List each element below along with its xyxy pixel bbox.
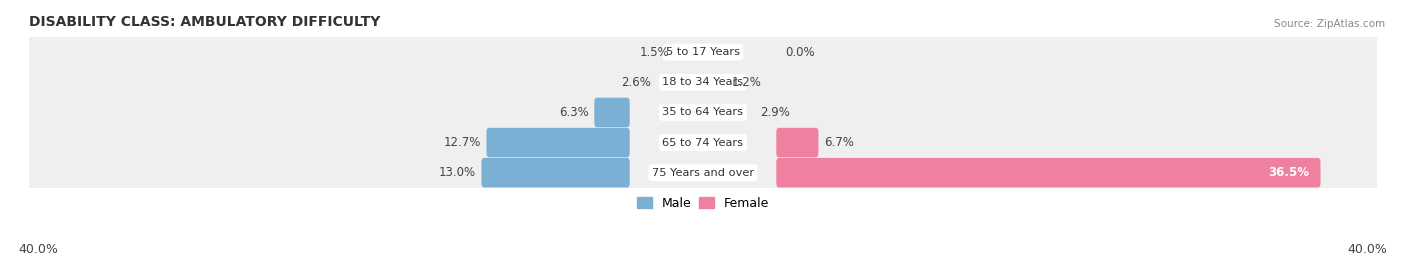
Text: 6.3%: 6.3% (558, 106, 589, 119)
Bar (30, 158, 1376, 188)
FancyBboxPatch shape (481, 158, 630, 187)
Text: 0.0%: 0.0% (786, 46, 815, 59)
FancyBboxPatch shape (776, 128, 818, 157)
FancyBboxPatch shape (24, 120, 1382, 165)
Text: 2.6%: 2.6% (621, 76, 651, 89)
Text: 36.5%: 36.5% (1268, 166, 1309, 179)
Text: 1.5%: 1.5% (640, 46, 669, 59)
Text: DISABILITY CLASS: AMBULATORY DIFFICULTY: DISABILITY CLASS: AMBULATORY DIFFICULTY (30, 15, 381, 29)
FancyBboxPatch shape (24, 90, 1382, 135)
Bar (30, 37, 1376, 67)
FancyBboxPatch shape (24, 150, 1382, 196)
Text: 1.2%: 1.2% (731, 76, 762, 89)
Bar (30, 97, 1376, 128)
Bar (30, 128, 1376, 158)
FancyBboxPatch shape (776, 158, 1320, 187)
FancyBboxPatch shape (595, 98, 630, 127)
Text: Source: ZipAtlas.com: Source: ZipAtlas.com (1274, 19, 1385, 29)
Text: 40.0%: 40.0% (18, 243, 58, 256)
Text: 75 Years and over: 75 Years and over (652, 168, 754, 178)
FancyBboxPatch shape (486, 128, 630, 157)
Text: 5 to 17 Years: 5 to 17 Years (666, 47, 740, 57)
Text: 13.0%: 13.0% (439, 166, 475, 179)
Text: 2.9%: 2.9% (761, 106, 790, 119)
Text: 18 to 34 Years: 18 to 34 Years (662, 77, 744, 87)
FancyBboxPatch shape (24, 29, 1382, 75)
Bar (30, 67, 1376, 97)
FancyBboxPatch shape (24, 59, 1382, 105)
Text: 40.0%: 40.0% (1348, 243, 1388, 256)
Legend: Male, Female: Male, Female (631, 192, 775, 215)
Text: 65 to 74 Years: 65 to 74 Years (662, 137, 744, 148)
Text: 35 to 64 Years: 35 to 64 Years (662, 107, 744, 118)
Text: 6.7%: 6.7% (824, 136, 855, 149)
Text: 12.7%: 12.7% (443, 136, 481, 149)
